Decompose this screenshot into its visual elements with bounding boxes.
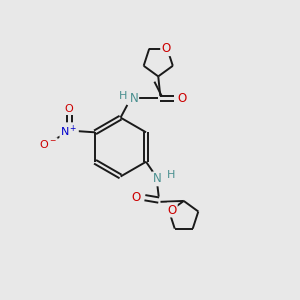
Text: O: O — [161, 42, 170, 55]
Text: O: O — [131, 191, 141, 204]
Text: O: O — [167, 203, 177, 217]
Text: O: O — [177, 92, 186, 105]
Text: N: N — [153, 172, 162, 185]
Text: N: N — [129, 92, 138, 105]
Text: O: O — [65, 104, 74, 114]
Text: H: H — [167, 170, 176, 180]
Text: N$^+$: N$^+$ — [60, 123, 78, 139]
Text: O$^-$: O$^-$ — [39, 138, 57, 150]
Text: H: H — [118, 91, 127, 101]
